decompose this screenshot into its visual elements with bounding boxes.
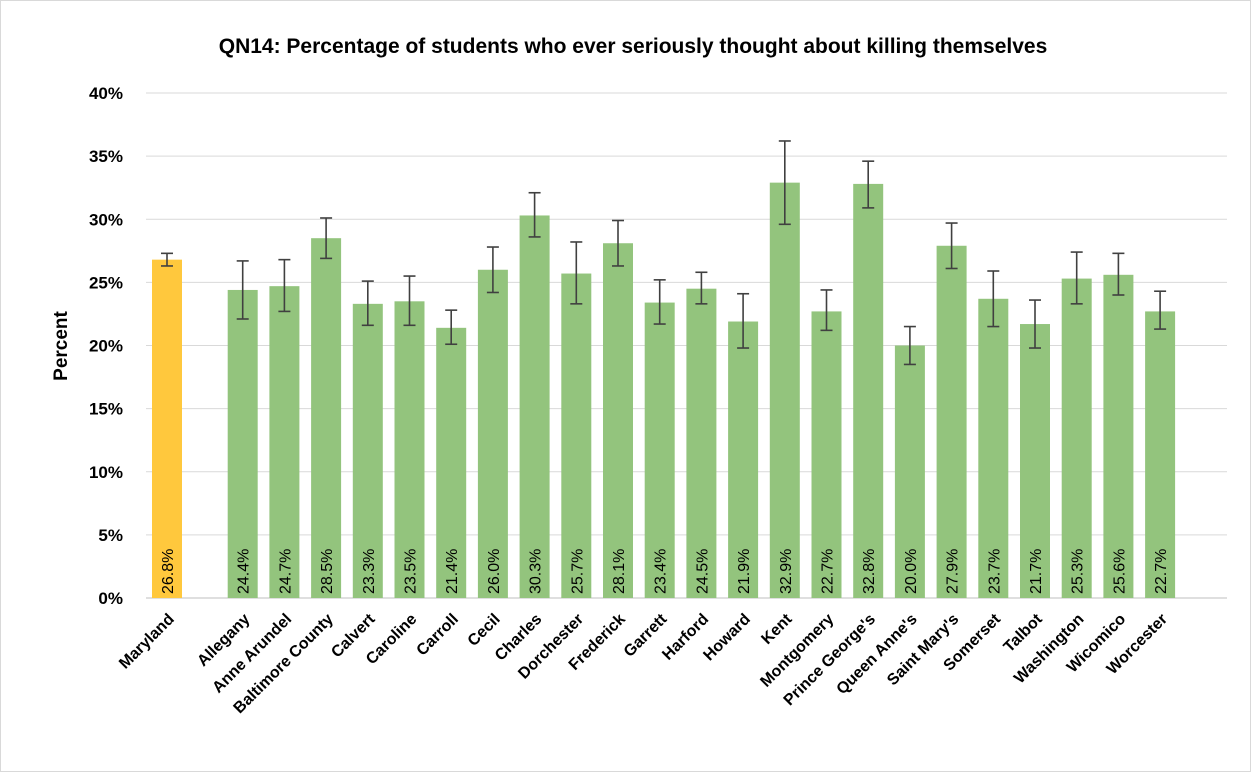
error-bar-wicomico — [1112, 252, 1125, 296]
error-bar-caroline — [403, 275, 416, 327]
error-bar-prince-george-s — [862, 160, 875, 209]
y-tick-label: 30% — [89, 210, 123, 229]
error-bar-queen-anne-s — [903, 325, 916, 366]
x-tick-label-montgomery: Montgomery — [757, 611, 837, 691]
bar-talbot — [1020, 324, 1050, 598]
y-tick-label: 0% — [98, 589, 123, 608]
y-tick-label: 10% — [89, 463, 123, 482]
bar-worcester — [1145, 311, 1176, 598]
bar-washington — [1061, 278, 1092, 598]
chart-title: QN14: Percentage of students who ever se… — [219, 35, 1048, 58]
error-bar-montgomery — [820, 289, 833, 332]
data-label-charles: 30.3% — [528, 549, 545, 594]
data-label-talbot: 21.7% — [1028, 549, 1045, 594]
data-label-kent: 32.9% — [778, 549, 795, 594]
error-bar-cecil — [486, 246, 499, 294]
x-tick-label-kent: Kent — [758, 610, 796, 648]
bar-montgomery — [811, 311, 842, 598]
data-label-queen-anne-s: 20.0% — [903, 549, 920, 594]
data-label-baltimore-county: 28.5% — [319, 549, 336, 594]
bar-baltimore-county — [311, 238, 342, 598]
bar-calvert — [352, 303, 383, 598]
bar-carroll — [436, 327, 467, 598]
data-label-somerset: 23.7% — [986, 549, 1003, 594]
error-bar-kent — [778, 140, 791, 226]
error-bar-washington — [1070, 251, 1083, 305]
bars — [152, 182, 1176, 599]
error-bar-worcester — [1154, 290, 1167, 330]
error-bar-dorchester — [570, 241, 583, 305]
bar-wicomico — [1103, 274, 1134, 598]
data-label-cecil: 26.0% — [486, 549, 503, 594]
y-tick-label: 35% — [89, 147, 123, 166]
error-bar-somerset — [987, 270, 1000, 328]
bar-saint-mary-s — [936, 245, 967, 598]
x-tick-label-maryland: Maryland — [116, 611, 178, 673]
data-label-howard: 21.9% — [736, 549, 753, 594]
data-label-garrett: 23.4% — [653, 549, 670, 594]
bar-frederick — [603, 243, 633, 599]
y-tick-label: 25% — [89, 273, 123, 292]
bar-cecil — [477, 269, 508, 598]
data-label-caroline: 23.5% — [403, 549, 420, 594]
error-bar-allegany — [236, 260, 249, 320]
error-bar-howard — [737, 292, 750, 349]
error-bar-frederick — [612, 219, 624, 267]
data-label-allegany: 24.4% — [236, 549, 253, 594]
bar-queen-anne-s — [894, 345, 925, 598]
y-tick-label: 20% — [89, 337, 123, 356]
data-label-carroll: 21.4% — [444, 549, 461, 594]
bar-howard — [728, 321, 759, 598]
x-tick-label-howard: Howard — [700, 611, 754, 665]
bar-maryland — [152, 259, 182, 598]
error-bar-baltimore-county — [320, 217, 333, 260]
data-label-maryland: 26.8% — [160, 549, 177, 594]
y-axis-ticks: 0% 5% 10% 15% 20% 25% 30% 35% 40% — [89, 84, 123, 608]
data-label-montgomery: 22.7% — [820, 549, 837, 594]
data-label-dorchester: 25.7% — [569, 549, 586, 594]
y-tick-label: 15% — [89, 400, 123, 419]
bar-garrett — [644, 302, 675, 598]
bar-anne-arundel — [269, 286, 300, 598]
data-label-worcester: 22.7% — [1153, 549, 1170, 594]
data-label-anne-arundel: 24.7% — [277, 549, 294, 594]
error-bar-carroll — [445, 309, 458, 346]
error-bar-saint-mary-s — [945, 222, 958, 270]
bar-kent — [769, 182, 800, 598]
x-tick-label-carroll: Carroll — [414, 611, 462, 659]
error-bar-anne-arundel — [278, 258, 291, 313]
y-tick-label: 40% — [89, 84, 123, 103]
x-tick-label-cecil: Cecil — [465, 611, 504, 650]
data-labels: 26.8% 24.4% 24.7% 28.5% 23.3% 23.5% 21.4% 26.0%… — [160, 549, 1170, 594]
bar-allegany — [227, 289, 258, 598]
bar-charles — [519, 215, 550, 598]
y-axis-label: Percent — [51, 310, 72, 380]
error-bars — [161, 140, 1167, 366]
error-bar-charles — [528, 191, 541, 238]
error-bar-maryland — [161, 252, 173, 267]
bar-somerset — [978, 298, 1009, 598]
data-label-wicomico: 25.6% — [1111, 549, 1128, 594]
data-label-calvert: 23.3% — [361, 549, 378, 594]
data-label-prince-george-s: 32.8% — [861, 549, 878, 594]
error-bar-talbot — [1029, 299, 1041, 349]
data-label-frederick: 28.1% — [611, 549, 628, 594]
data-label-saint-mary-s: 27.9% — [945, 549, 962, 594]
error-bar-garrett — [653, 279, 666, 325]
data-label-washington: 25.3% — [1070, 549, 1087, 594]
y-tick-label: 5% — [98, 526, 123, 545]
error-bar-calvert — [361, 280, 374, 327]
error-bar-harford — [695, 271, 708, 305]
bar-dorchester — [561, 273, 592, 598]
data-label-harford: 24.5% — [694, 549, 711, 594]
bar-prince-george-s — [853, 183, 884, 598]
bar-caroline — [394, 301, 425, 598]
bar-harford — [686, 288, 717, 598]
